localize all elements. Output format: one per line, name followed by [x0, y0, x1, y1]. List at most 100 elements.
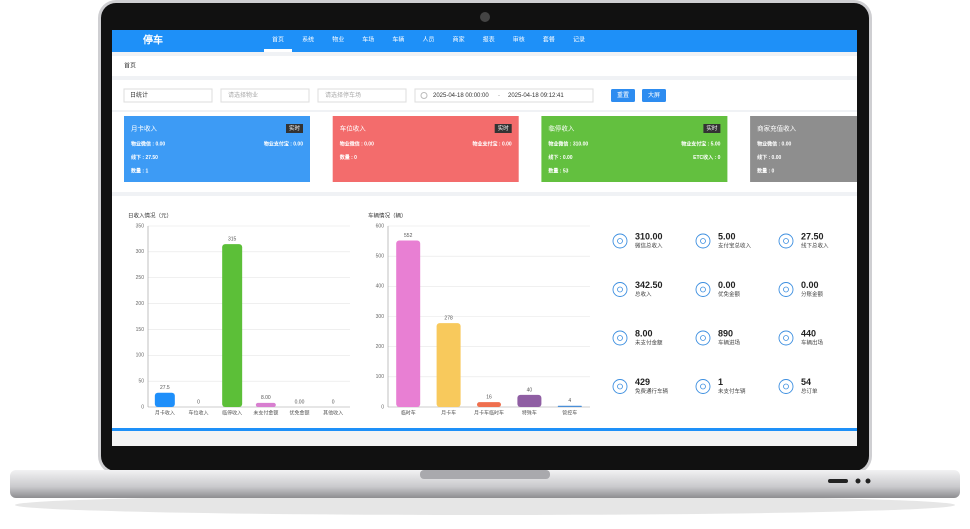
- stat-icon: [695, 330, 711, 346]
- card-line: 物业微信 : 310.00: [548, 140, 588, 147]
- stat-icon-dot: [617, 238, 623, 244]
- stat-icon: [612, 282, 628, 297]
- select[interactable]: [123, 88, 213, 103]
- stat-icon: [778, 330, 794, 346]
- bar: [557, 405, 582, 407]
- select-text: 请选择物业: [228, 91, 258, 99]
- footer: [112, 431, 857, 446]
- y-tick-label: 0: [381, 404, 384, 410]
- value-label: 40: [527, 387, 533, 393]
- card-title: 车位收入: [340, 124, 367, 133]
- bar: [154, 392, 175, 407]
- stat-label: 总订单: [801, 387, 818, 395]
- value-label: 16: [486, 395, 492, 401]
- stat-icon: [778, 233, 794, 249]
- bar: [222, 244, 243, 407]
- stat-icon: [695, 282, 711, 297]
- card-line: 物业微信 : 0.00: [757, 140, 791, 147]
- stat-value: 0.00: [801, 280, 819, 290]
- y-tick-label: 400: [376, 284, 385, 290]
- value-label: 27.5: [160, 385, 170, 391]
- screen: 停车 首页 日统计 请选择物业 请选择停车场 2025-04-18 00:00:…: [112, 30, 857, 446]
- nav-item[interactable]: 首页: [272, 36, 284, 44]
- nav-item[interactable]: 套餐: [543, 36, 555, 44]
- card: [750, 116, 857, 182]
- value-label: 552: [404, 233, 413, 239]
- card-line: 数量 : 0: [340, 154, 357, 161]
- value-label: 0: [332, 399, 335, 405]
- stat-label: 未支付车辆: [718, 387, 746, 395]
- led: [865, 478, 871, 484]
- card-line: 线下 : 0.00: [757, 154, 781, 161]
- stat-icon-dot: [700, 335, 706, 341]
- chart-title: 车辆情况（辆）: [368, 211, 407, 219]
- stat-label: 线下总收入: [801, 241, 829, 249]
- date-end: 2025-04-18 09:12:41: [508, 93, 564, 99]
- y-tick-label: 500: [376, 253, 385, 259]
- breadcrumb: 首页: [124, 62, 136, 70]
- y-tick-label: 200: [376, 344, 385, 350]
- button[interactable]: [611, 89, 635, 102]
- logo: 停车: [143, 34, 163, 47]
- stat-label: 免费通行车辆: [635, 387, 669, 395]
- card-line: 物业微信 : 0.00: [131, 140, 165, 147]
- select[interactable]: [220, 88, 310, 103]
- badge-text: 实时: [498, 124, 510, 132]
- date-start: 2025-04-18 00:00:00: [433, 93, 489, 99]
- clock-icon: [420, 92, 428, 99]
- x-tick-label: 优免金额: [289, 409, 309, 416]
- nav-item[interactable]: 车辆: [392, 36, 404, 44]
- card-line: 物业支付宝 : 0.00: [473, 140, 512, 147]
- stat-label: 总收入: [635, 290, 652, 298]
- card-line: ETC收入 : 0: [693, 154, 720, 161]
- stat-icon: [778, 379, 794, 394]
- bar: [436, 323, 461, 407]
- date-range[interactable]: [414, 88, 594, 103]
- breadcrumb-bar: [112, 56, 857, 76]
- stat-icon: [695, 233, 711, 249]
- stat-icon: [778, 282, 794, 297]
- nav-item[interactable]: 记录: [573, 36, 585, 44]
- badge-text: 实时: [289, 124, 301, 132]
- y-tick-label: 300: [136, 249, 145, 255]
- card: [124, 116, 310, 182]
- card-title: 商家充值收入: [757, 124, 797, 133]
- date-sep: -: [498, 93, 500, 99]
- y-tick-label: 200: [136, 301, 145, 307]
- camera: [480, 12, 490, 22]
- chart-title: 日收入情况（元）: [128, 211, 172, 219]
- stat-label: 支付宝总收入: [718, 241, 752, 249]
- stat-icon-dot: [783, 383, 789, 390]
- nav-item[interactable]: 商家: [453, 36, 465, 44]
- led: [855, 478, 861, 484]
- button-text: 大屏: [648, 91, 660, 99]
- led: [828, 479, 848, 483]
- value-label: 315: [228, 236, 237, 242]
- button[interactable]: [642, 89, 666, 102]
- y-tick-label: 0: [141, 404, 144, 410]
- stat-icon-dot: [617, 383, 623, 390]
- stat-value: 27.50: [801, 231, 824, 241]
- stat-value: 1: [718, 377, 723, 387]
- card-line: 数量 : 1: [131, 167, 148, 174]
- nav-item[interactable]: 系统: [302, 36, 314, 44]
- stat-label: 优免金额: [718, 290, 741, 298]
- shadow: [15, 495, 955, 515]
- stat-icon-dot: [700, 286, 706, 293]
- stat-icon-dot: [700, 383, 706, 390]
- nav-item[interactable]: 审核: [513, 36, 525, 44]
- x-tick-label: 临时车: [401, 409, 416, 416]
- nav-item[interactable]: 人员: [422, 37, 434, 44]
- bar: [396, 240, 421, 407]
- select[interactable]: [317, 88, 407, 103]
- card-line: 线下 : 0.00: [548, 154, 572, 161]
- nav-item[interactable]: 物业: [332, 36, 344, 44]
- badge: [703, 124, 721, 133]
- nav-item[interactable]: 车场: [362, 36, 374, 44]
- card-title: 月卡收入: [131, 124, 158, 133]
- card-line: 物业微信 : 0.00: [340, 140, 374, 147]
- nav-item[interactable]: 报表: [483, 36, 495, 44]
- y-tick-label: 150: [136, 327, 145, 333]
- x-tick-label: 未支付金额: [253, 409, 278, 416]
